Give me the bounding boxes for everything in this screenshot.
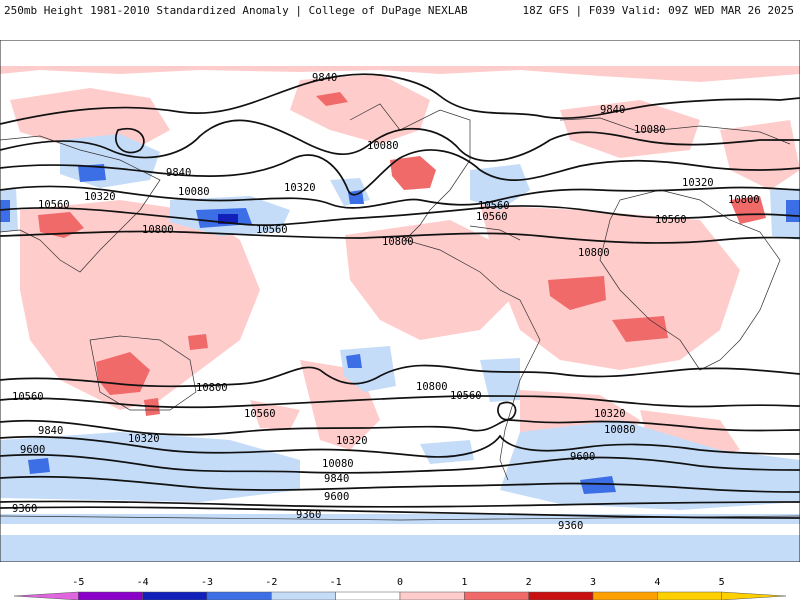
contour-label: 9360 bbox=[12, 503, 37, 515]
contour-label: 9840 bbox=[38, 425, 63, 437]
contour-label: 10080 bbox=[367, 140, 399, 152]
colorbar-swatch bbox=[592, 591, 658, 600]
colorbar-swatch bbox=[657, 591, 722, 600]
contour-label: 9600 bbox=[20, 444, 45, 456]
contour-label: 9840 bbox=[166, 167, 191, 179]
contour-label: 10800 bbox=[416, 381, 448, 393]
colorbar-tick-label: 5 bbox=[719, 577, 725, 588]
contour-label: 10320 bbox=[682, 177, 714, 189]
colorbar-swatch bbox=[464, 591, 529, 600]
colorbar-tick-label: -2 bbox=[265, 577, 277, 588]
colorbar-swatch bbox=[335, 591, 401, 600]
contour-label: 10560 bbox=[12, 391, 44, 403]
colorbar-tick-label: 2 bbox=[526, 577, 532, 588]
contour-label: 10800 bbox=[728, 194, 760, 206]
colorbar-swatch bbox=[13, 591, 79, 600]
contour-label: 10560 bbox=[450, 390, 482, 402]
contour-label: 9840 bbox=[312, 72, 337, 84]
anomaly-map: 9840 9840 10080 10080 10320 10320 10320 … bbox=[0, 40, 800, 562]
contour-label: 9600 bbox=[570, 451, 595, 463]
colorbar: -5 -4 -3 -2 -1 0 1 2 3 4 5 bbox=[13, 577, 787, 600]
contour-label: 10080 bbox=[604, 424, 636, 436]
colorbar-tick-label: 1 bbox=[461, 577, 467, 588]
colorbar-swatches bbox=[13, 591, 787, 600]
contour-label: 9840 bbox=[600, 104, 625, 116]
colorbar-swatch bbox=[399, 591, 465, 600]
contour-label: 10560 bbox=[655, 214, 687, 226]
contour-label: 10800 bbox=[578, 247, 610, 259]
contour-label: 10800 bbox=[142, 224, 174, 236]
contour-label: 10560 bbox=[256, 224, 288, 236]
model-valid-time: 18Z GFS | F039 Valid: 09Z WED MAR 26 202… bbox=[522, 4, 794, 17]
contour-label: 10560 bbox=[38, 199, 70, 211]
colorbar-tick-label: -1 bbox=[330, 577, 342, 588]
contour-label: 10320 bbox=[128, 433, 160, 445]
colorbar-swatch bbox=[271, 591, 336, 600]
contour-label: 10320 bbox=[594, 408, 626, 420]
map-title: 250mb Height 1981-2010 Standardized Anom… bbox=[4, 4, 468, 17]
contour-label: 9840 bbox=[324, 473, 349, 485]
colorbar-tick-label: 3 bbox=[590, 577, 596, 588]
contour-label: 10080 bbox=[178, 186, 210, 198]
contour-label: 10560 bbox=[476, 211, 508, 223]
colorbar-swatch bbox=[206, 591, 272, 600]
contour-label: 10320 bbox=[284, 182, 316, 194]
colorbar-tick-label: 0 bbox=[397, 577, 403, 588]
contour-label: 9360 bbox=[558, 520, 583, 532]
colorbar-tick-label: -3 bbox=[201, 577, 213, 588]
contour-label: 10800 bbox=[382, 236, 414, 248]
colorbar-swatch bbox=[78, 591, 143, 600]
contour-label: 10560 bbox=[478, 200, 510, 212]
colorbar-tick-label: 4 bbox=[654, 577, 660, 588]
contour-label: 9600 bbox=[324, 491, 349, 503]
contour-label: 10560 bbox=[244, 408, 276, 420]
positive-anomaly-light bbox=[0, 66, 800, 470]
contour-label: 10800 bbox=[196, 382, 228, 394]
height-contours bbox=[0, 73, 800, 519]
colorbar-tick-label: -5 bbox=[72, 577, 84, 588]
colorbar-labels: -5 -4 -3 -2 -1 0 1 2 3 4 5 bbox=[72, 577, 724, 588]
colorbar-swatch bbox=[528, 591, 594, 600]
colorbar-tick-label: -4 bbox=[137, 577, 149, 588]
colorbar-swatch bbox=[142, 591, 208, 600]
colorbar-swatch bbox=[721, 591, 787, 600]
contour-label: 10320 bbox=[84, 191, 116, 203]
contour-labels: 9840 9840 10080 10080 10320 10320 10320 … bbox=[12, 72, 760, 532]
contour-label: 9360 bbox=[296, 509, 321, 521]
contour-label: 10080 bbox=[322, 458, 354, 470]
contour-label: 10320 bbox=[336, 435, 368, 447]
contour-label: 10080 bbox=[634, 124, 666, 136]
